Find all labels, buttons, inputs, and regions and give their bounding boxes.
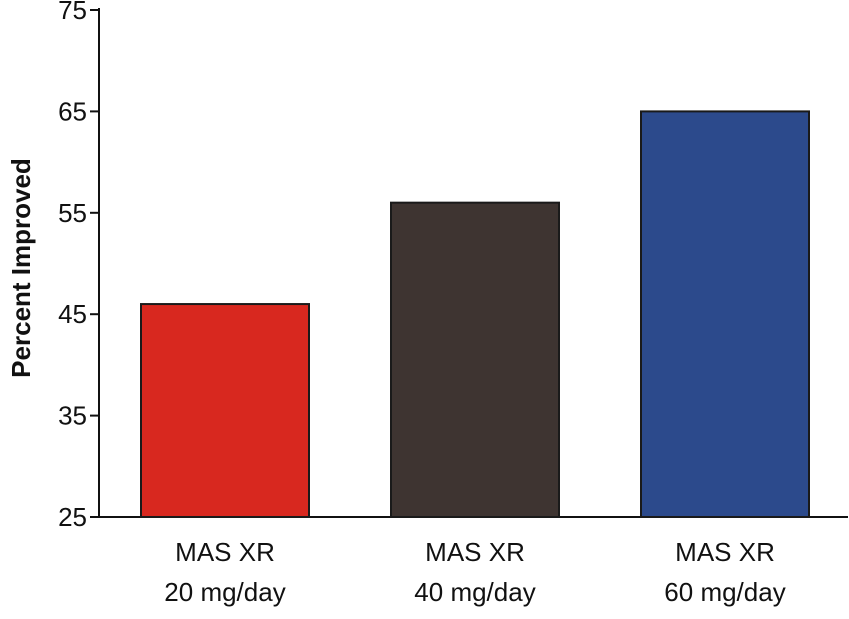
- y-tick-label: 35: [58, 401, 87, 431]
- y-axis-title: Percent Improved: [6, 158, 36, 378]
- category-label-line2: 20 mg/day: [164, 577, 285, 607]
- bar: [390, 201, 560, 518]
- y-tick-label: 55: [58, 198, 87, 228]
- y-tick-label: 75: [58, 0, 87, 25]
- bar: [640, 110, 810, 519]
- y-tick-label: 45: [58, 299, 87, 329]
- y-ticks: 25 35 45 55 65 75: [58, 0, 99, 532]
- bar: [140, 303, 310, 518]
- category-label-line1: MAS XR: [675, 537, 775, 567]
- y-tick-label: 65: [58, 96, 87, 126]
- category-label-line2: 40 mg/day: [414, 577, 535, 607]
- bars: [140, 110, 810, 519]
- x-labels: MAS XR 20 mg/day MAS XR 40 mg/day MAS XR 60 m…: [164, 537, 785, 607]
- category-label-line1: MAS XR: [425, 537, 525, 567]
- category-label-line2: 60 mg/day: [664, 577, 785, 607]
- y-tick-label: 25: [58, 502, 87, 532]
- category-label-line1: MAS XR: [175, 537, 275, 567]
